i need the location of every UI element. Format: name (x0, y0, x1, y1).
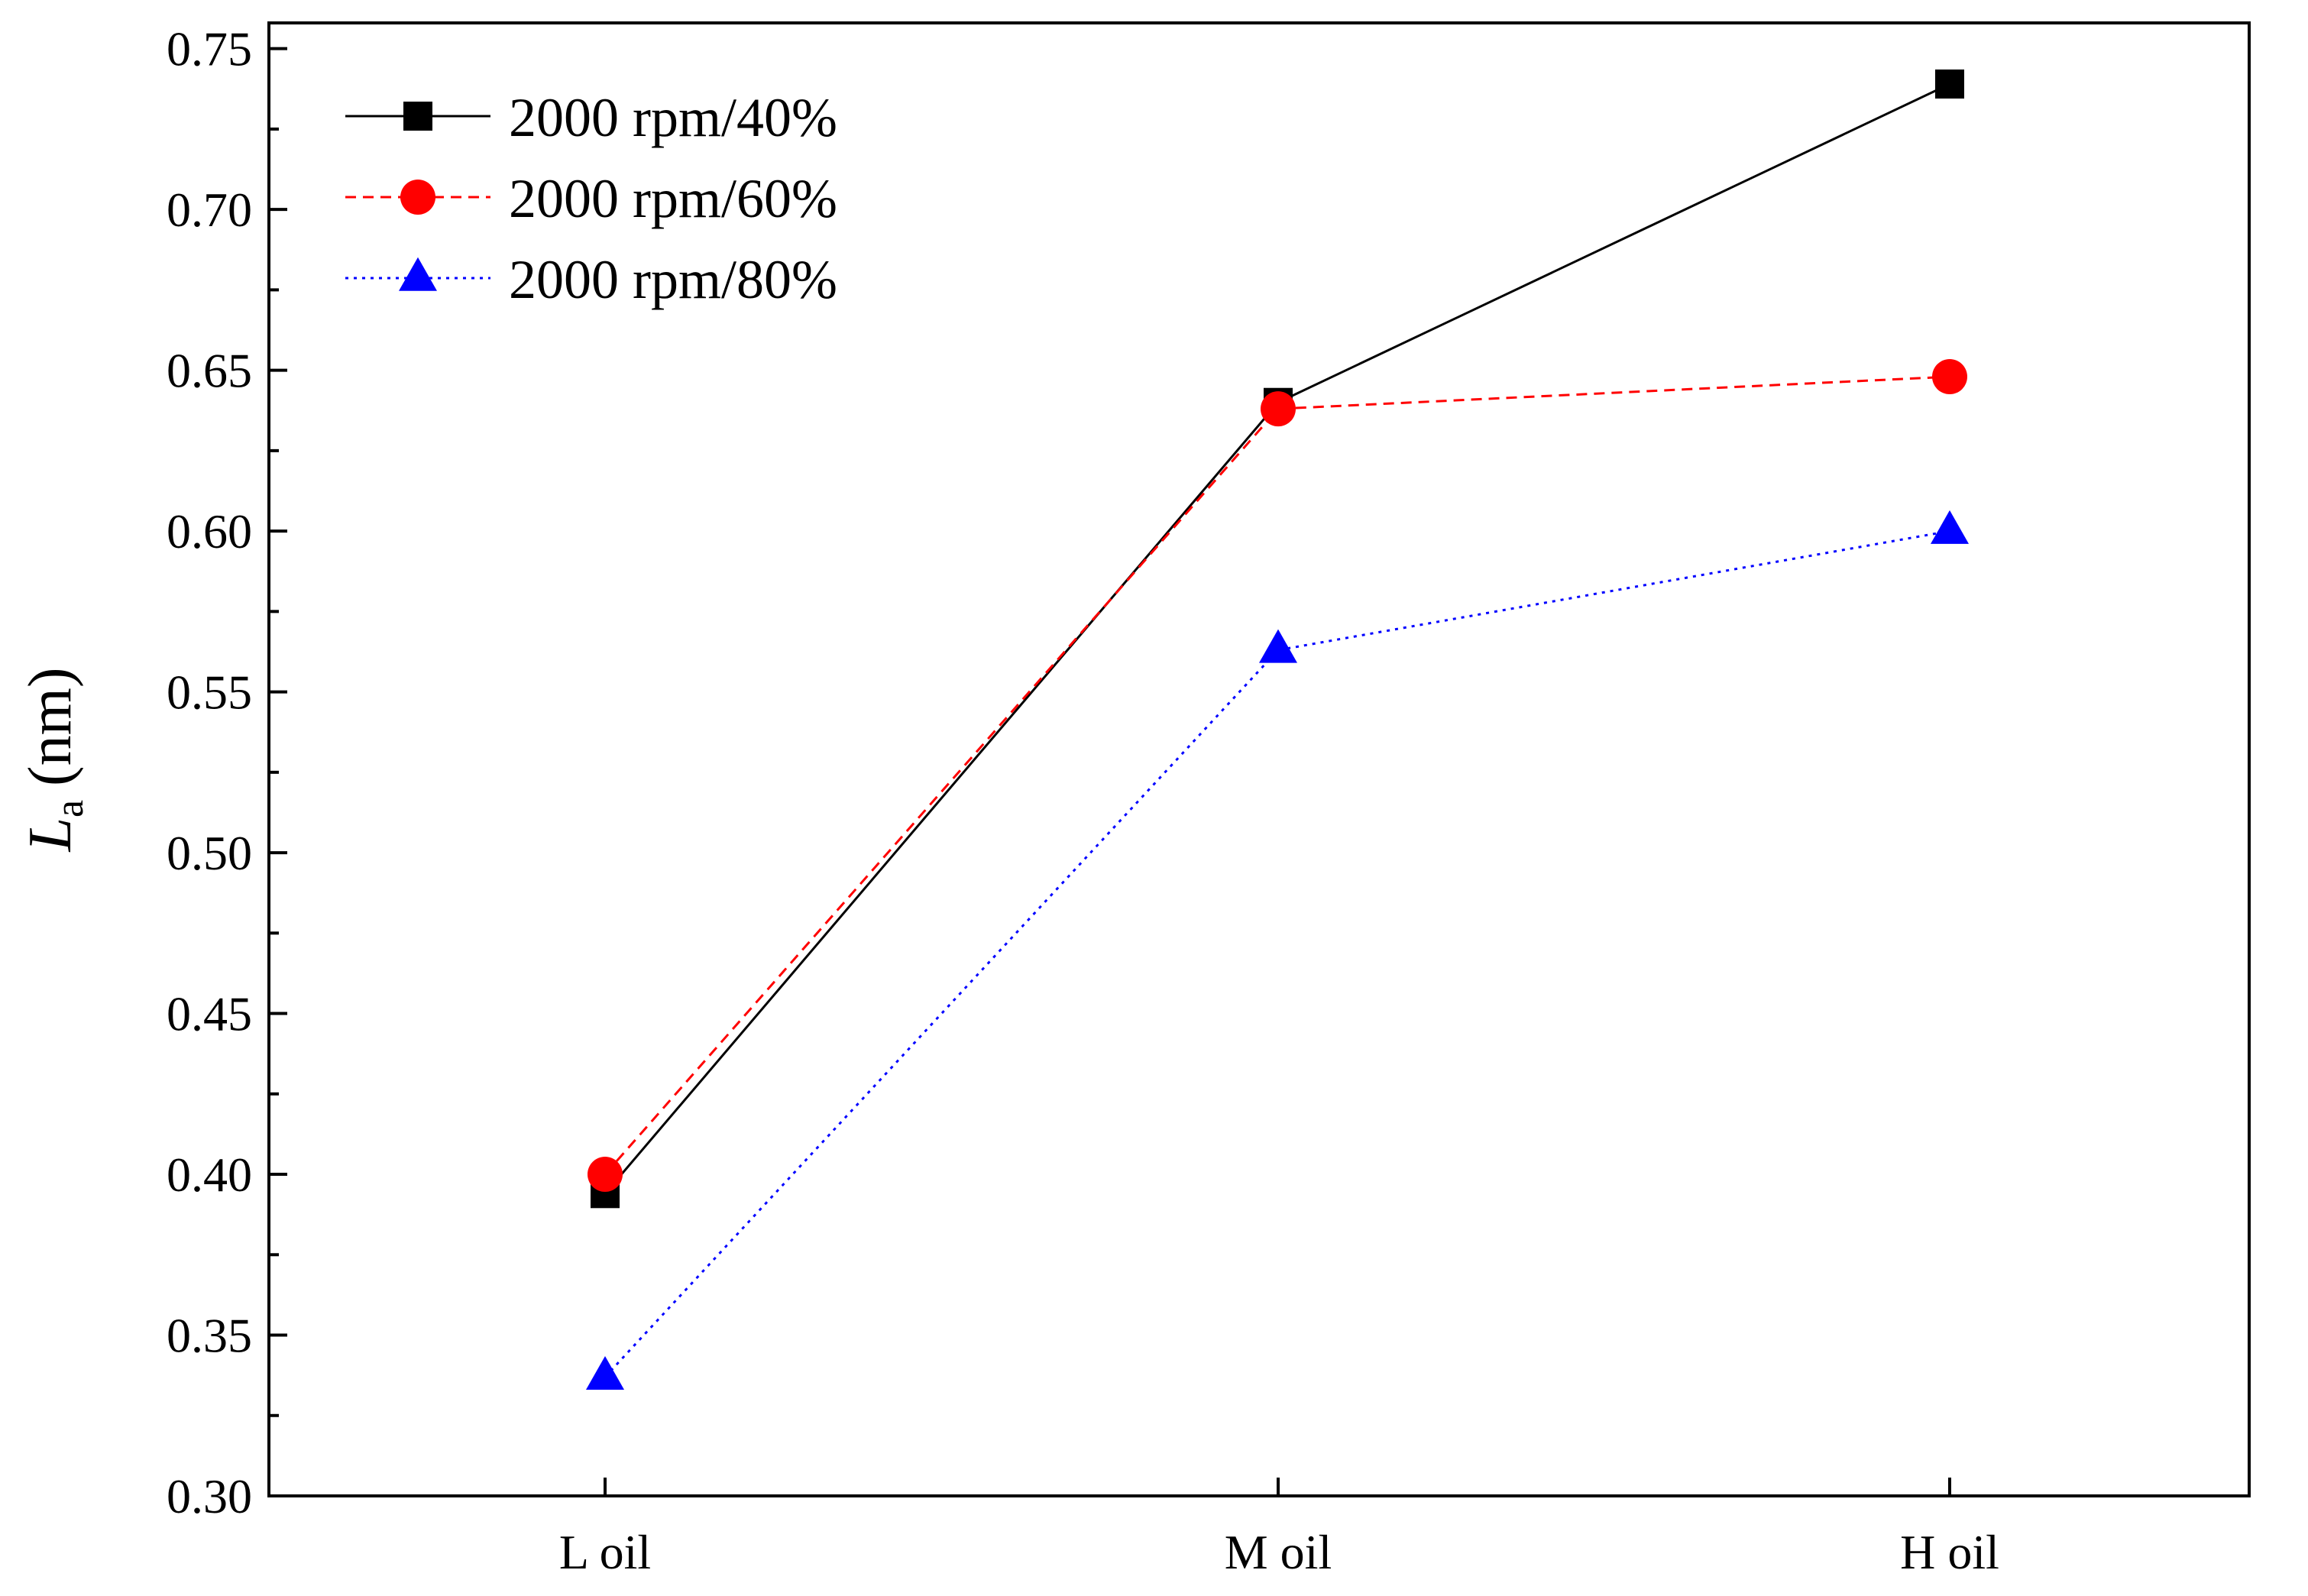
data-point (1259, 629, 1297, 663)
legend-marker (403, 102, 432, 131)
legend-item: 2000 rpm/40% (345, 87, 837, 148)
y-tick-label: 0.30 (167, 1469, 252, 1523)
data-point (1932, 359, 1967, 395)
legend-label: 2000 rpm/40% (509, 87, 837, 148)
data-point (588, 1157, 623, 1193)
legend-label: 2000 rpm/80% (509, 249, 837, 310)
x-tick-label: L oil (559, 1525, 651, 1579)
series-line (604, 529, 1950, 1378)
y-axis-ticks: 0.30 0.35 0.40 0.45 0.50 0.55 0.60 0.65 0.70 0.75 (167, 22, 287, 1523)
y-tick-label: 0.70 (167, 183, 252, 237)
data-point (1935, 69, 1964, 99)
x-tick-label: H oil (1900, 1525, 1999, 1579)
data-point (1931, 510, 1969, 544)
legend-label: 2000 rpm/60% (509, 168, 837, 229)
y-axis-title-text: La (nm) (17, 667, 92, 852)
series-3-markers (586, 510, 1969, 1390)
series-2-markers (588, 359, 1967, 1193)
y-tick-label: 0.60 (167, 504, 252, 558)
plot-frame (267, 21, 2251, 1497)
x-tick-label: M oil (1225, 1525, 1332, 1579)
series-line (604, 375, 1950, 1176)
y-tick-label: 0.75 (167, 22, 252, 76)
series-2 (604, 375, 1950, 1176)
series-3 (604, 529, 1950, 1378)
legend-marker (399, 257, 437, 291)
y-axis-title: La (nm) (17, 667, 92, 852)
legend-marker (400, 180, 435, 215)
legend: 2000 rpm/40% 2000 rpm/60% 2000 rpm/80% (345, 87, 837, 310)
y-tick-label: 0.65 (167, 344, 252, 398)
y-axis-unit: (nm) (17, 667, 84, 786)
y-tick-label: 0.45 (167, 987, 252, 1041)
y-tick-label: 0.35 (167, 1309, 252, 1363)
data-point (1261, 391, 1296, 427)
data-point (586, 1355, 624, 1390)
y-tick-label: 0.55 (167, 665, 252, 720)
y-axis-symbol: L (17, 817, 84, 853)
y-tick-label: 0.40 (167, 1148, 252, 1202)
legend-item: 2000 rpm/80% (345, 249, 837, 310)
x-axis-ticks: L oil M oil H oil (559, 1478, 1999, 1579)
legend-item: 2000 rpm/60% (345, 168, 837, 229)
y-tick-label: 0.50 (167, 826, 252, 880)
y-axis-subscript: a (48, 800, 92, 817)
